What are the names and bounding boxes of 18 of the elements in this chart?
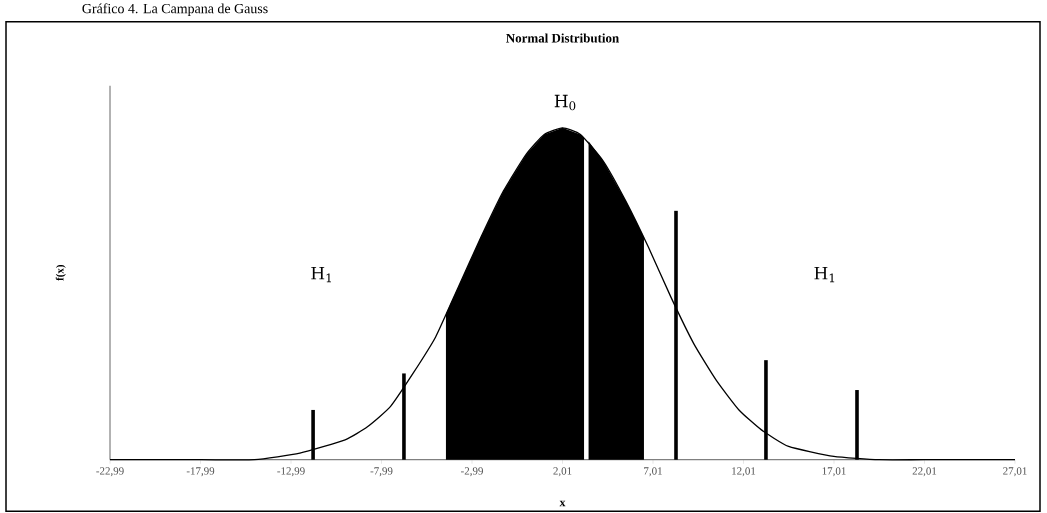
y-axis-title: f(x) [55,265,66,281]
x-tick-label: 12,01 [732,467,756,477]
x-tick-label: -2,99 [461,467,483,477]
x-tick-label: 2,01 [553,467,572,477]
x-tick-label: -7,99 [370,467,393,477]
x-tick-label: 7,01 [644,467,662,477]
annotation: H$_{1}$ [311,267,331,283]
text: H$_{0}$ [554,95,576,111]
x-tick-label: -22,99 [96,467,124,477]
x-tick-label: -17,99 [186,467,215,477]
x-tick-label: 22,01 [912,467,937,477]
x-tick-label: 27,01 [1003,467,1027,477]
x-tick-label: 17,01 [822,467,846,477]
annotation: H$_{1}$ [814,267,835,283]
x-axis-title: x [559,500,566,507]
text: Gráfico 4. La Campana de Gauss [82,3,268,17]
chart-title: Normal Distribution [506,33,619,43]
x-tick-label: -12,99 [277,467,305,477]
